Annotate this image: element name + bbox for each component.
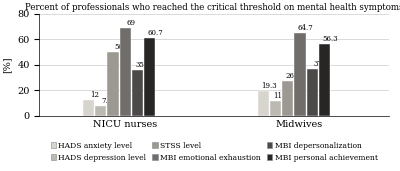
Bar xyxy=(83,100,94,116)
Bar xyxy=(108,52,119,116)
Text: 50: 50 xyxy=(114,43,123,51)
Bar xyxy=(282,81,293,116)
Text: 60.7: 60.7 xyxy=(148,29,163,37)
Bar xyxy=(294,33,306,116)
Text: 26.9: 26.9 xyxy=(286,72,301,80)
Text: 64.7: 64.7 xyxy=(298,24,314,32)
Text: 37: 37 xyxy=(314,60,322,68)
Text: 12: 12 xyxy=(90,91,99,99)
Bar xyxy=(319,44,330,116)
Title: Percent of professionals who reached the critical threshold on mental health sym: Percent of professionals who reached the… xyxy=(25,3,400,12)
Bar xyxy=(132,70,143,116)
Bar xyxy=(95,106,106,116)
Text: 19.3: 19.3 xyxy=(261,82,277,90)
Bar xyxy=(120,28,131,116)
Text: 7.3: 7.3 xyxy=(101,97,112,105)
Text: 69: 69 xyxy=(126,19,136,27)
Legend: HADS anxiety level, HADS depression level, STSS level, MBI emotional exhaustion,: HADS anxiety level, HADS depression leve… xyxy=(51,142,378,162)
Text: 11.8: 11.8 xyxy=(273,92,289,100)
Text: 56.3: 56.3 xyxy=(322,35,338,43)
Bar xyxy=(306,69,318,116)
Text: 35.7: 35.7 xyxy=(135,61,151,69)
Bar xyxy=(258,91,269,116)
Bar xyxy=(144,38,155,116)
Y-axis label: [%]: [%] xyxy=(3,56,12,73)
Bar xyxy=(270,101,281,116)
